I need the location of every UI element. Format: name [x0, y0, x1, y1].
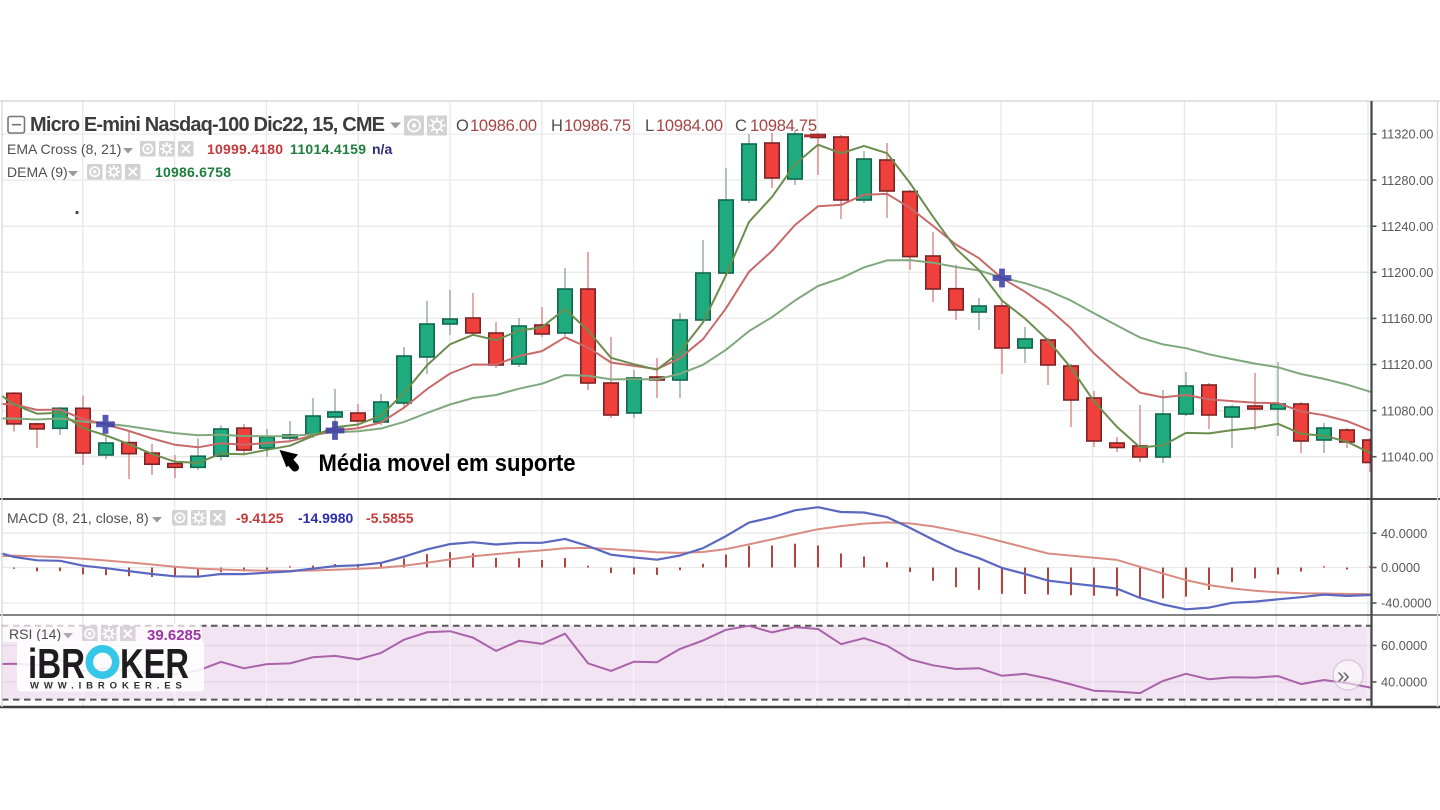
- svg-text:60.0000: 60.0000: [1381, 638, 1427, 653]
- svg-text:n/a: n/a: [372, 141, 392, 157]
- svg-text:0.0000: 0.0000: [1381, 560, 1420, 575]
- svg-text:11200.00: 11200.00: [1381, 265, 1433, 280]
- svg-text:11320.00: 11320.00: [1381, 127, 1433, 142]
- svg-text:RSI (14): RSI (14): [9, 626, 61, 642]
- svg-text:Micro E-mini Nasdaq-100 Dic22,: Micro E-mini Nasdaq-100 Dic22, 15, CME: [30, 114, 385, 136]
- svg-text:KER: KER: [120, 640, 189, 687]
- svg-text:O: O: [456, 117, 469, 135]
- svg-text:EMA Cross (8, 21): EMA Cross (8, 21): [7, 141, 121, 157]
- svg-text:10984.00: 10984.00: [656, 117, 723, 135]
- svg-text:11014.4159: 11014.4159: [290, 141, 366, 157]
- svg-text:40.0000: 40.0000: [1381, 675, 1427, 690]
- svg-text:11160.00: 11160.00: [1381, 311, 1432, 326]
- svg-text:-14.9980: -14.9980: [298, 510, 353, 526]
- svg-text:MACD (8, 21, close, 8): MACD (8, 21, close, 8): [7, 510, 149, 526]
- svg-text:DEMA (9): DEMA (9): [7, 164, 68, 180]
- svg-text:WWW.IBROKER.ES: WWW.IBROKER.ES: [30, 681, 187, 692]
- svg-text:11280.00: 11280.00: [1381, 173, 1433, 188]
- svg-text:10986.00: 10986.00: [470, 117, 537, 135]
- svg-text:11040.00: 11040.00: [1381, 449, 1433, 464]
- svg-text:11080.00: 11080.00: [1381, 403, 1433, 418]
- svg-text:40.0000: 40.0000: [1381, 526, 1427, 541]
- svg-text:10999.4180: 10999.4180: [207, 141, 283, 157]
- svg-text:39.6285: 39.6285: [147, 627, 201, 644]
- svg-text:»: »: [1337, 662, 1350, 688]
- svg-text:11120.00: 11120.00: [1381, 357, 1432, 372]
- svg-text:10986.75: 10986.75: [564, 117, 631, 135]
- svg-text:-40.0000: -40.0000: [1381, 596, 1432, 611]
- svg-text:11240.00: 11240.00: [1381, 219, 1433, 234]
- svg-text:10984.75: 10984.75: [750, 117, 817, 135]
- svg-text:-9.4125: -9.4125: [236, 510, 284, 526]
- svg-text:10986.6758: 10986.6758: [155, 164, 231, 180]
- svg-text:-5.5855: -5.5855: [366, 510, 414, 526]
- svg-text:Média movel em suporte: Média movel em suporte: [319, 450, 576, 477]
- svg-text:C: C: [735, 117, 747, 135]
- svg-text:iBR: iBR: [28, 640, 85, 687]
- svg-text:L: L: [645, 117, 654, 135]
- svg-text:H: H: [551, 117, 563, 135]
